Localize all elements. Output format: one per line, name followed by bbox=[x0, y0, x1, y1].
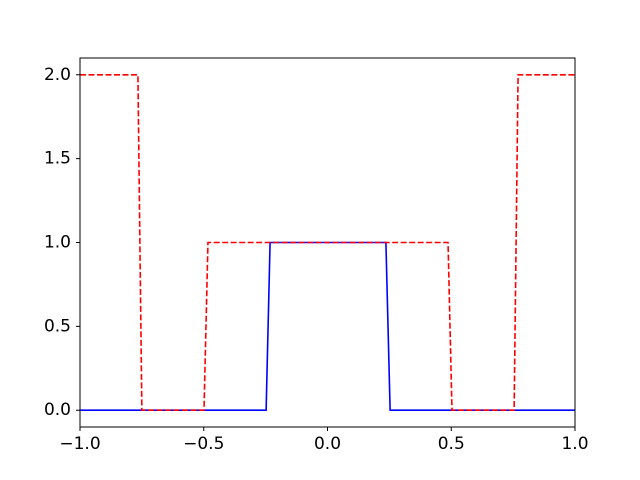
data-line bbox=[80, 241, 575, 412]
y-tick-label: 1.0 bbox=[44, 233, 71, 253]
y-tick-label: 0.0 bbox=[44, 400, 71, 420]
y-tick-label: 1.5 bbox=[44, 149, 71, 169]
x-tick-label: −0.5 bbox=[183, 434, 224, 454]
x-tick-label: 1.0 bbox=[561, 434, 588, 454]
y-tick-label: 2.0 bbox=[44, 65, 71, 85]
data-line bbox=[80, 73, 575, 412]
y-tick-label: 0.5 bbox=[44, 316, 71, 336]
x-tick-label: −1.0 bbox=[59, 434, 100, 454]
plot-frame bbox=[79, 57, 576, 428]
x-tick-label: 0.5 bbox=[438, 434, 465, 454]
x-tick-label: 0.0 bbox=[314, 434, 341, 454]
